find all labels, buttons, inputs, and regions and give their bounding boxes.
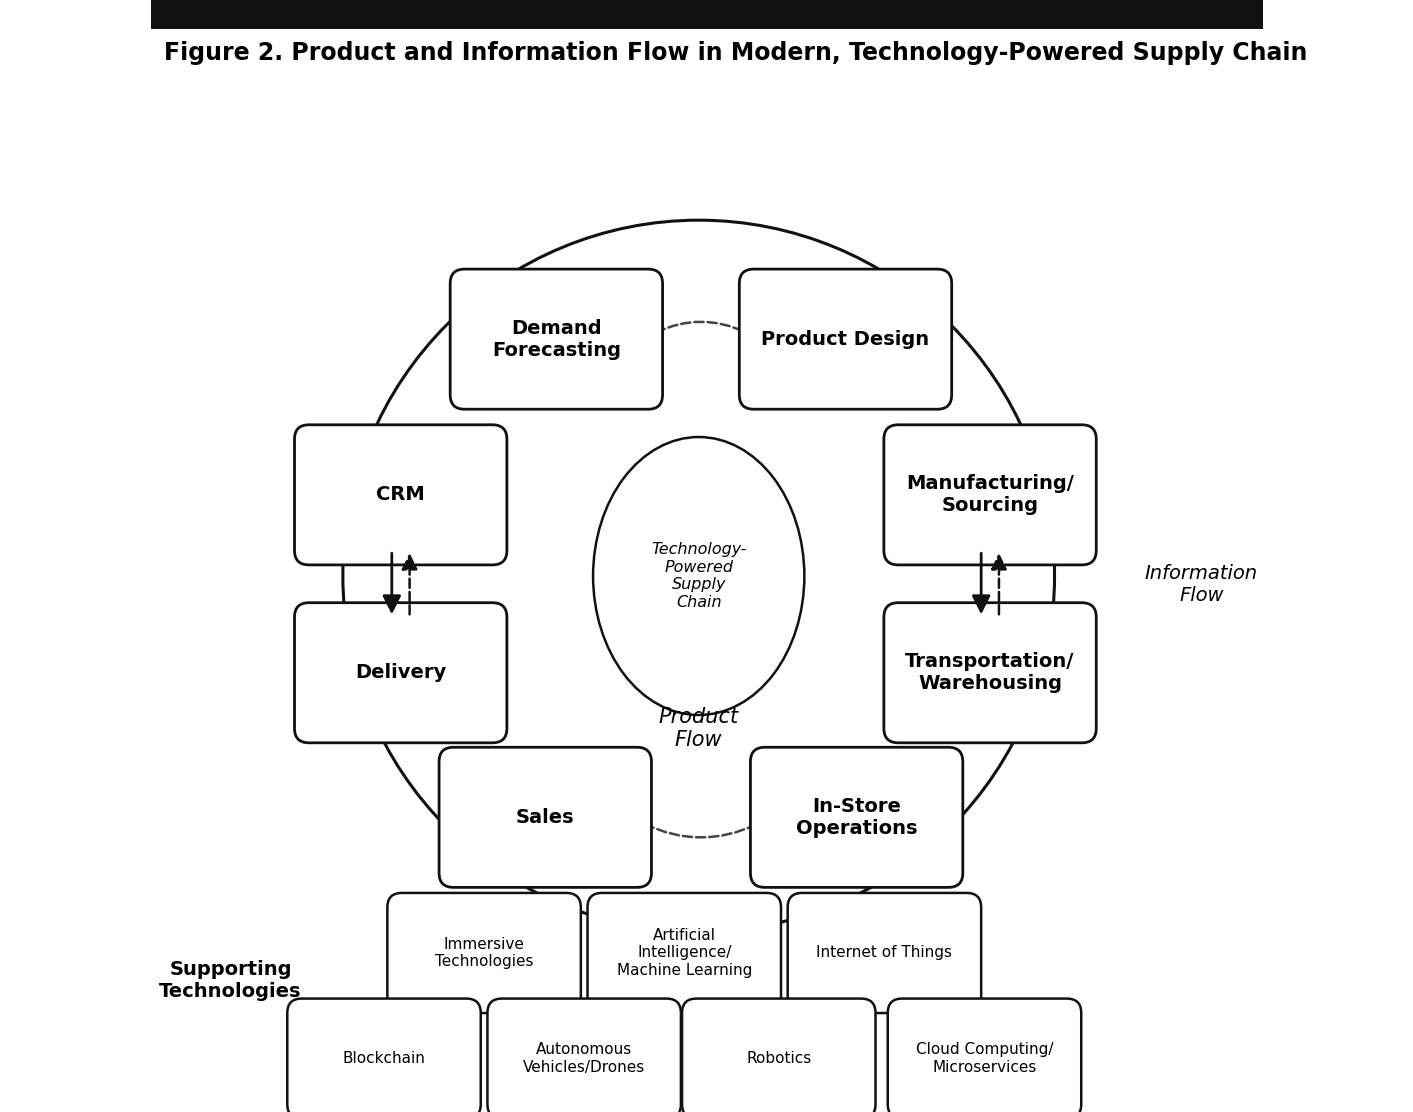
FancyBboxPatch shape <box>294 603 507 743</box>
Text: Internet of Things: Internet of Things <box>817 945 952 961</box>
Text: Blockchain: Blockchain <box>342 1051 425 1066</box>
FancyBboxPatch shape <box>885 425 1096 565</box>
Text: Robotics: Robotics <box>746 1051 811 1066</box>
FancyBboxPatch shape <box>787 893 981 1013</box>
FancyBboxPatch shape <box>885 603 1096 743</box>
Text: In-Store
Operations: In-Store Operations <box>796 797 917 837</box>
FancyBboxPatch shape <box>451 269 663 409</box>
Text: Immersive
Technologies: Immersive Technologies <box>435 936 533 970</box>
Text: Figure 2. Product and Information Flow in Modern, Technology-Powered Supply Chai: Figure 2. Product and Information Flow i… <box>164 41 1307 66</box>
FancyBboxPatch shape <box>739 269 952 409</box>
Text: Sales: Sales <box>516 807 575 827</box>
FancyBboxPatch shape <box>294 425 507 565</box>
Text: Technology-
Powered
Supply
Chain: Technology- Powered Supply Chain <box>651 543 746 609</box>
Text: Product
Flow: Product Flow <box>658 707 739 749</box>
Text: Product Design: Product Design <box>762 329 930 349</box>
Text: Information
Flow: Information Flow <box>1145 565 1258 605</box>
Text: Transportation/
Warehousing: Transportation/ Warehousing <box>906 653 1075 693</box>
Text: Delivery: Delivery <box>355 663 447 683</box>
Text: Manufacturing/
Sourcing: Manufacturing/ Sourcing <box>906 475 1074 515</box>
Text: Cloud Computing/
Microservices: Cloud Computing/ Microservices <box>916 1042 1053 1075</box>
FancyBboxPatch shape <box>387 893 581 1013</box>
Bar <box>151 0 1262 29</box>
FancyBboxPatch shape <box>750 747 962 887</box>
FancyBboxPatch shape <box>487 999 681 1112</box>
FancyBboxPatch shape <box>439 747 651 887</box>
Text: Supporting
Technologies: Supporting Technologies <box>160 961 302 1001</box>
Text: Demand
Forecasting: Demand Forecasting <box>492 319 620 359</box>
FancyBboxPatch shape <box>682 999 876 1112</box>
FancyBboxPatch shape <box>588 893 781 1013</box>
Text: Artificial
Intelligence/
Machine Learning: Artificial Intelligence/ Machine Learnin… <box>616 929 752 977</box>
FancyBboxPatch shape <box>887 999 1081 1112</box>
Text: CRM: CRM <box>376 485 425 505</box>
Text: Autonomous
Vehicles/Drones: Autonomous Vehicles/Drones <box>523 1042 646 1075</box>
FancyBboxPatch shape <box>287 999 480 1112</box>
Ellipse shape <box>593 437 804 715</box>
